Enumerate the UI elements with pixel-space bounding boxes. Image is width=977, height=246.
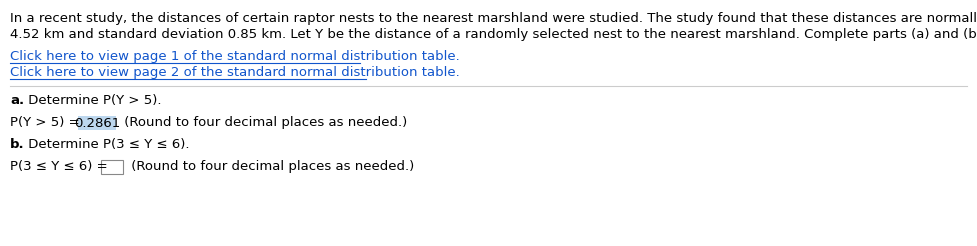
Text: Determine P(3 ≤ Y ≤ 6).: Determine P(3 ≤ Y ≤ 6). <box>24 138 190 151</box>
Text: Click here to view page 2 of the standard normal distribution table.: Click here to view page 2 of the standar… <box>10 66 460 79</box>
Text: P(Y > 5) =: P(Y > 5) = <box>10 116 84 129</box>
Bar <box>101 160 123 174</box>
Text: Determine P(Y > 5).: Determine P(Y > 5). <box>24 94 161 107</box>
Text: a.: a. <box>10 94 24 107</box>
Text: In a recent study, the distances of certain raptor nests to the nearest marshlan: In a recent study, the distances of cert… <box>10 12 977 25</box>
Text: P(3 ≤ Y ≤ 6) =: P(3 ≤ Y ≤ 6) = <box>10 160 112 173</box>
Bar <box>78 116 116 130</box>
Text: b.: b. <box>10 138 24 151</box>
Text: 0.2861: 0.2861 <box>74 117 120 130</box>
Text: (Round to four decimal places as needed.): (Round to four decimal places as needed.… <box>127 160 414 173</box>
Text: (Round to four decimal places as needed.): (Round to four decimal places as needed.… <box>120 116 407 129</box>
Text: 4.52 km and standard deviation 0.85 km. Let Y be the distance of a randomly sele: 4.52 km and standard deviation 0.85 km. … <box>10 28 977 41</box>
Text: Click here to view page 1 of the standard normal distribution table.: Click here to view page 1 of the standar… <box>10 50 460 63</box>
